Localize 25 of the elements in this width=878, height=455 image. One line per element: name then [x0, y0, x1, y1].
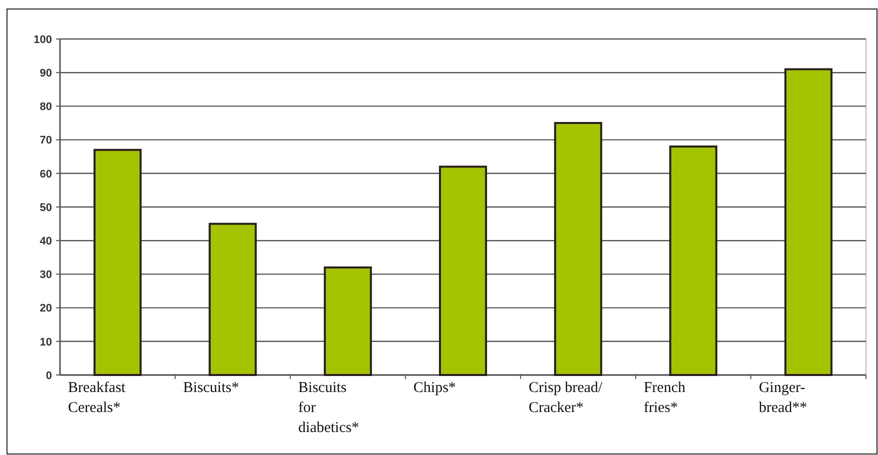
bar [438, 166, 488, 376]
y-tick-label: 90 [40, 67, 52, 80]
y-tick-label: 100 [34, 34, 52, 46]
y-tick-label: 20 [40, 302, 52, 315]
x-tick-label: Biscuits* [183, 380, 239, 396]
y-tick-label: 70 [40, 134, 52, 147]
x-tick-label: Biscuits for diabetics* [298, 380, 360, 436]
bar [669, 146, 718, 376]
y-tick-label: 50 [40, 202, 52, 214]
x-tick-label: Breakfast Cereals* [68, 380, 126, 416]
x-tick-label: Crisp bread/ Cracker* [528, 380, 604, 416]
bar [94, 148, 142, 376]
y-tick-label: 60 [40, 168, 52, 180]
x-tick-label: French fries* [644, 380, 686, 416]
y-tick-label: 80 [40, 101, 52, 114]
y-tick-label: 30 [40, 269, 52, 282]
y-tick-label: 0 [46, 370, 52, 382]
bar [208, 222, 257, 376]
bar [324, 266, 372, 376]
bar [784, 68, 832, 376]
x-tick-label: Chips* [413, 380, 456, 396]
y-tick-label: 40 [40, 235, 52, 248]
x-tick-label: Ginger- bread** [758, 380, 808, 416]
bar [554, 122, 602, 376]
y-tick-label: 10 [40, 336, 52, 348]
